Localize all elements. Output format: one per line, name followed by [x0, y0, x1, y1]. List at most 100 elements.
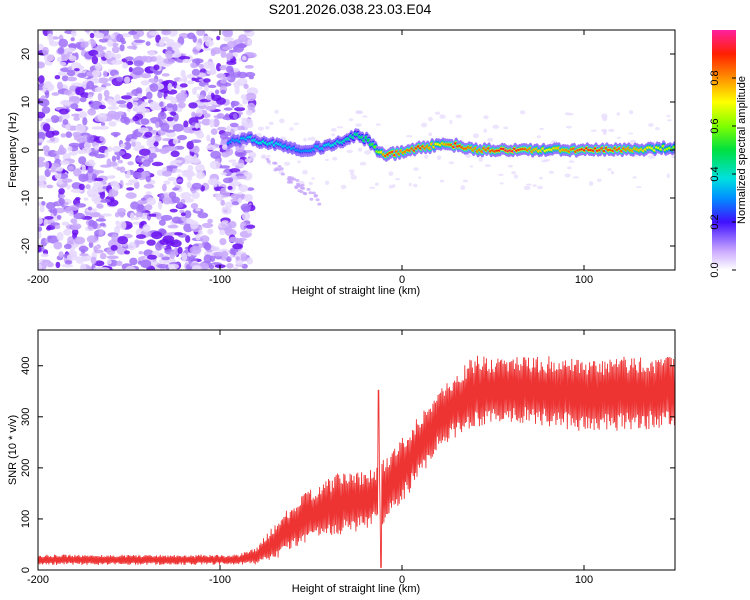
noise-blob: [266, 160, 271, 164]
noise-blob: [70, 37, 75, 42]
noise-blob: [66, 253, 78, 261]
noise-blob: [112, 145, 121, 153]
noise-blob: [134, 30, 145, 37]
noise-blob: [274, 109, 279, 114]
noise-blob: [265, 126, 270, 130]
noise-blob: [57, 47, 65, 54]
noise-blob: [67, 236, 74, 245]
noise-blob: [176, 134, 188, 141]
noise-blob: [236, 175, 247, 180]
noise-blob: [98, 229, 104, 236]
noise-blob: [143, 183, 155, 189]
noise-blob: [388, 171, 394, 177]
noise-blob: [42, 46, 49, 56]
noise-blob: [97, 77, 109, 84]
noise-blob: [38, 216, 43, 225]
noise-blob: [67, 43, 78, 48]
y-tick-label: 0: [20, 147, 32, 153]
noise-blob: [317, 202, 322, 206]
noise-blob: [181, 252, 188, 262]
noise-blob: [375, 123, 381, 126]
noise-blob: [137, 127, 149, 133]
noise-blob: [146, 239, 156, 246]
noise-blob: [212, 118, 220, 128]
noise-blob: [233, 44, 245, 53]
noise-blob: [126, 169, 131, 179]
noise-blob: [216, 35, 221, 41]
noise-blob: [38, 226, 43, 232]
noise-blob: [78, 183, 85, 190]
noise-blob: [56, 215, 62, 220]
noise-blob: [65, 206, 71, 214]
noise-blob: [115, 220, 120, 226]
noise-blob: [49, 209, 54, 213]
noise-blob: [184, 210, 192, 219]
noise-blob: [206, 134, 211, 142]
noise-blob: [111, 46, 120, 54]
noise-blob: [129, 97, 139, 101]
noise-blob: [92, 69, 101, 78]
noise-blob: [151, 231, 163, 240]
noise-blob: [293, 122, 300, 126]
noise-blob: [51, 130, 60, 136]
noise-blob: [120, 143, 126, 149]
noise-blob: [607, 168, 612, 171]
y-tick-label: 10: [20, 96, 32, 108]
noise-blob: [193, 146, 198, 151]
noise-blob: [141, 171, 146, 179]
noise-blob: [195, 163, 205, 173]
noise-blob: [203, 78, 211, 83]
noise-blob: [147, 254, 157, 260]
noise-blob: [135, 141, 142, 147]
noise-blob: [221, 30, 233, 37]
noise-blob: [45, 90, 50, 99]
noise-blob: [273, 168, 278, 172]
noise-blob: [91, 213, 101, 217]
snr-y-label: SNR (10 * v/v): [7, 415, 19, 485]
snr-panel: -200 -100 0 100 0 100 200 300 400 Height of str…: [7, 329, 676, 595]
noise-blob: [180, 192, 192, 200]
noise-blob: [69, 225, 80, 230]
noise-blob: [78, 111, 88, 119]
noise-blob: [348, 118, 354, 122]
noise-blob: [223, 37, 234, 42]
noise-blob: [357, 147, 363, 152]
noise-blob: [111, 233, 119, 242]
noise-blob: [525, 183, 532, 186]
noise-blob: [220, 89, 227, 95]
noise-blob: [137, 199, 148, 205]
noise-blob: [48, 169, 57, 173]
noise-blob: [74, 68, 80, 72]
noise-blob: [214, 89, 220, 95]
noise-blob: [610, 170, 615, 175]
noise-blob: [109, 161, 118, 167]
snr-y-ticks: 0 100 200 300 400: [20, 357, 675, 573]
noise-blob: [302, 191, 307, 195]
noise-blob: [125, 137, 131, 142]
noise-blob: [299, 186, 304, 190]
noise-blob: [172, 138, 179, 145]
noise-blob: [216, 196, 223, 202]
noise-blob: [201, 222, 214, 229]
noise-blob: [195, 58, 201, 66]
noise-blob: [100, 122, 106, 126]
noise-blob: [215, 194, 223, 197]
noise-blob: [116, 111, 125, 116]
noise-blob: [190, 203, 199, 209]
noise-blob: [421, 122, 428, 128]
noise-blob: [195, 233, 201, 241]
noise-blob: [548, 170, 555, 174]
noise-blob: [67, 146, 73, 152]
noise-blob: [202, 47, 212, 51]
noise-blob: [140, 259, 152, 269]
noise-blob: [65, 123, 71, 131]
noise-blob: [112, 182, 120, 192]
noise-blob: [315, 198, 320, 202]
spectrogram-x-label: Height of straight line (km): [292, 285, 420, 297]
noise-blob: [229, 254, 234, 258]
noise-blob: [75, 203, 87, 208]
noise-blob: [58, 251, 64, 258]
noise-blob: [616, 112, 621, 116]
noise-blob: [243, 30, 252, 33]
noise-blob: [246, 109, 253, 116]
